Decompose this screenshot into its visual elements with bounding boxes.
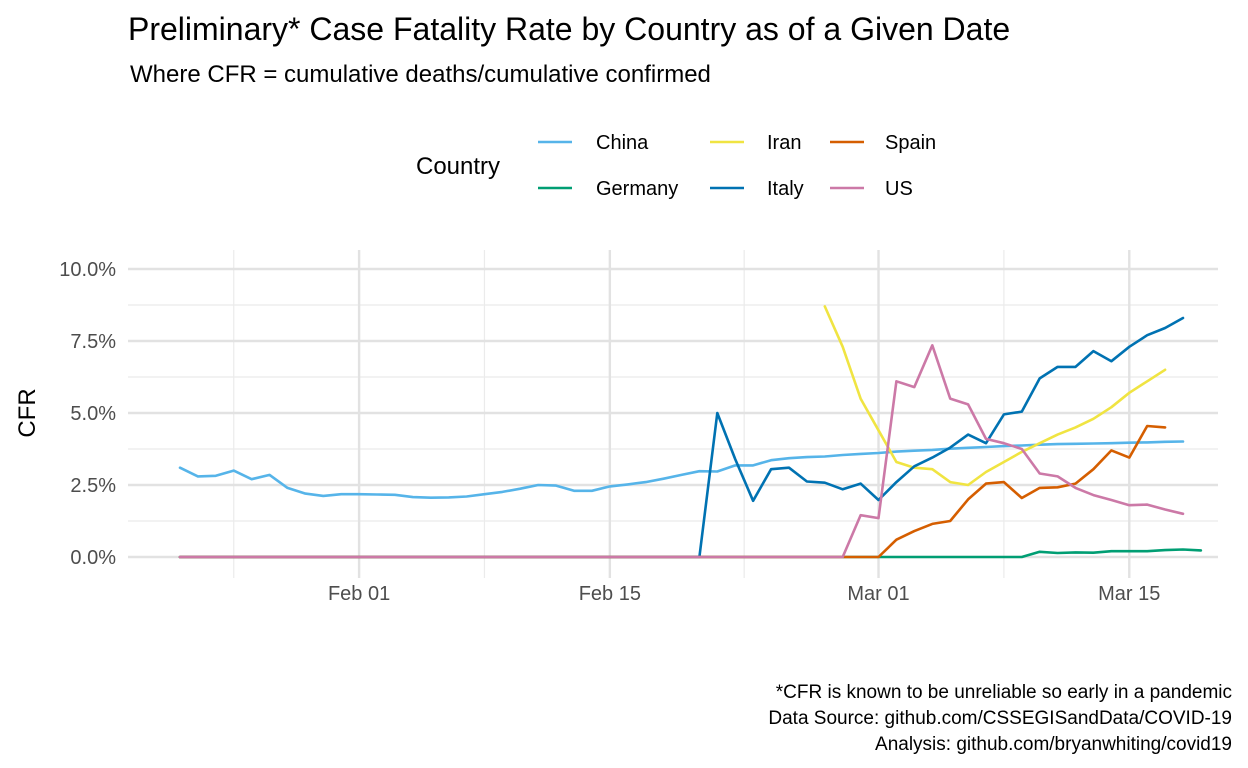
x-tick-label: Feb 01	[328, 583, 390, 605]
legend-label: China	[596, 132, 649, 154]
caption: *CFR is known to be unreliable so early …	[768, 682, 1232, 755]
legend-title: Country	[416, 153, 500, 180]
chart-subtitle: Where CFR = cumulative deaths/cumulative…	[130, 61, 711, 88]
y-tick-label: 5.0%	[70, 403, 116, 425]
legend-label: Germany	[596, 178, 678, 200]
y-tick-label: 0.0%	[70, 547, 116, 569]
series-lines	[178, 305, 1203, 559]
legend: Country China Germany Iran Italy Spain US	[416, 132, 936, 200]
legend-item-iran: Iran	[710, 132, 801, 154]
legend-label: Iran	[767, 132, 801, 154]
y-tick-label: 2.5%	[70, 475, 116, 497]
series-line-us	[178, 343, 1185, 559]
legend-label: Spain	[885, 132, 936, 154]
x-tick-label: Feb 15	[579, 583, 641, 605]
major-gridlines	[128, 250, 1218, 578]
legend-item-spain: Spain	[830, 132, 936, 154]
legend-item-china: China	[538, 132, 649, 154]
legend-item-italy: Italy	[710, 178, 804, 200]
legend-item-germany: Germany	[538, 178, 678, 200]
legend-label: US	[885, 178, 913, 200]
caption-line-3: Analysis: github.com/bryanwhiting/covid1…	[875, 734, 1232, 755]
y-tick-label: 7.5%	[70, 331, 116, 353]
series-line-china	[178, 440, 1185, 500]
legend-label: Italy	[767, 178, 804, 200]
y-axis-tick-labels: 0.0% 2.5% 5.0% 7.5% 10.0%	[59, 259, 116, 569]
y-tick-label: 10.0%	[59, 259, 116, 281]
series-line-iran	[823, 305, 1167, 487]
x-tick-label: Mar 01	[847, 583, 909, 605]
y-axis-title: CFR	[14, 388, 41, 437]
legend-item-us: US	[830, 178, 913, 200]
caption-line-2: Data Source: github.com/CSSEGISandData/C…	[768, 708, 1232, 729]
x-axis-tick-labels: Feb 01 Feb 15 Mar 01 Mar 15	[328, 583, 1160, 605]
caption-line-1: *CFR is known to be unreliable so early …	[776, 682, 1232, 703]
x-tick-label: Mar 15	[1098, 583, 1160, 605]
chart-title: Preliminary* Case Fatality Rate by Count…	[128, 11, 1010, 47]
